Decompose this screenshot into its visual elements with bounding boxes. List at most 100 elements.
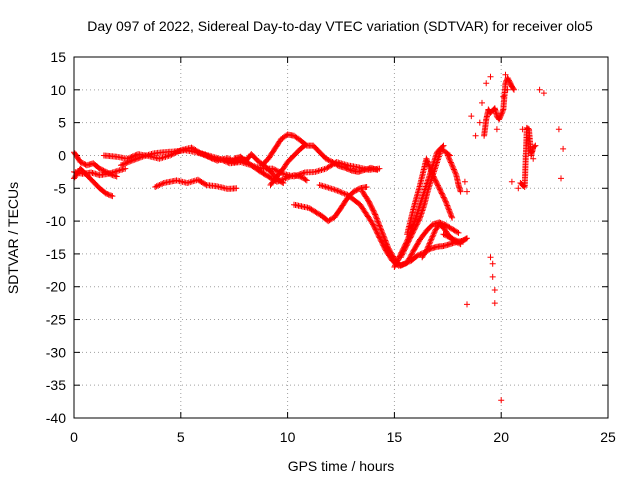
data-point bbox=[416, 216, 423, 223]
data-point bbox=[445, 153, 452, 160]
data-point bbox=[404, 259, 411, 266]
data-point bbox=[441, 231, 448, 238]
y-tick-label: -5 bbox=[54, 180, 67, 196]
data-point bbox=[414, 220, 421, 227]
data-point bbox=[382, 237, 389, 244]
data-point bbox=[434, 181, 441, 188]
data-point bbox=[109, 193, 116, 200]
data-point bbox=[413, 222, 420, 229]
data-point bbox=[385, 244, 391, 251]
data-point bbox=[449, 162, 456, 169]
data-point bbox=[424, 246, 431, 253]
data-point bbox=[432, 177, 439, 184]
data-point bbox=[78, 159, 85, 166]
y-tick-label: -10 bbox=[46, 213, 66, 229]
data-point bbox=[411, 225, 418, 232]
data-point bbox=[426, 163, 433, 170]
data-point bbox=[489, 273, 496, 280]
data-point bbox=[397, 262, 404, 269]
y-tick-label: 10 bbox=[50, 82, 66, 98]
data-point bbox=[454, 229, 461, 236]
data-point bbox=[446, 155, 452, 162]
data-point bbox=[337, 188, 344, 195]
data-point bbox=[303, 177, 310, 184]
data-point bbox=[399, 262, 406, 269]
data-point bbox=[409, 230, 416, 237]
data-point bbox=[331, 186, 338, 193]
data-point bbox=[394, 257, 401, 264]
data-point bbox=[502, 71, 509, 78]
data-point bbox=[372, 226, 379, 233]
data-point bbox=[430, 230, 437, 237]
data-point bbox=[472, 132, 479, 139]
data-point bbox=[380, 233, 387, 240]
data-point bbox=[371, 224, 378, 230]
y-tick-label: -15 bbox=[46, 246, 66, 262]
data-point bbox=[464, 188, 470, 195]
data-point bbox=[451, 167, 458, 174]
data-point bbox=[536, 86, 543, 93]
data-point bbox=[505, 76, 512, 83]
y-tick-label: 0 bbox=[58, 147, 66, 163]
data-point bbox=[392, 261, 399, 268]
data-point bbox=[369, 206, 376, 213]
data-point bbox=[404, 241, 411, 248]
data-point bbox=[406, 235, 413, 242]
data-point bbox=[370, 207, 377, 214]
data-point bbox=[508, 178, 515, 185]
data-point bbox=[442, 197, 448, 204]
data-point bbox=[373, 227, 380, 234]
data-point bbox=[302, 176, 309, 183]
data-point bbox=[399, 250, 406, 257]
data-point bbox=[436, 185, 443, 192]
data-point bbox=[452, 237, 459, 244]
data-point bbox=[439, 191, 446, 198]
data-point bbox=[461, 236, 468, 243]
data-point bbox=[224, 159, 231, 166]
data-point bbox=[515, 185, 522, 192]
data-point bbox=[530, 155, 537, 162]
data-point bbox=[370, 208, 377, 215]
data-point bbox=[118, 162, 124, 169]
y-tick-label: -40 bbox=[46, 410, 66, 426]
x-tick-label: 0 bbox=[70, 429, 78, 445]
data-point bbox=[446, 234, 453, 241]
data-point bbox=[155, 182, 161, 189]
data-point bbox=[405, 238, 412, 245]
data-point bbox=[371, 210, 378, 217]
x-tick-label: 25 bbox=[600, 429, 616, 445]
data-point bbox=[352, 187, 359, 194]
x-tick-label: 15 bbox=[387, 429, 403, 445]
data-point bbox=[402, 245, 409, 251]
data-point bbox=[461, 178, 468, 185]
data-point bbox=[374, 218, 381, 225]
axis-ticks bbox=[73, 56, 609, 419]
gridlines bbox=[73, 56, 609, 419]
data-point bbox=[427, 237, 434, 244]
data-point bbox=[491, 300, 498, 307]
data-point bbox=[347, 167, 354, 173]
data-point bbox=[510, 85, 517, 92]
data-point bbox=[433, 178, 440, 185]
data-point bbox=[423, 155, 430, 162]
data-point bbox=[399, 251, 406, 258]
data-point bbox=[531, 143, 538, 150]
data-point bbox=[386, 247, 393, 253]
data-point bbox=[409, 250, 416, 257]
data-point bbox=[428, 235, 435, 241]
data-point bbox=[278, 177, 285, 184]
data-point bbox=[153, 183, 160, 190]
data-point bbox=[498, 397, 505, 404]
data-point bbox=[300, 143, 307, 150]
data-point bbox=[431, 174, 438, 181]
data-point bbox=[97, 166, 104, 173]
data-point bbox=[436, 186, 443, 193]
x-tick-labels: 0 5 10 15 20 25 bbox=[70, 429, 616, 445]
data-point bbox=[504, 75, 511, 81]
data-point bbox=[365, 198, 372, 205]
data-point bbox=[429, 233, 436, 240]
data-point bbox=[385, 245, 392, 252]
data-point bbox=[393, 260, 400, 267]
data-point bbox=[428, 168, 435, 174]
